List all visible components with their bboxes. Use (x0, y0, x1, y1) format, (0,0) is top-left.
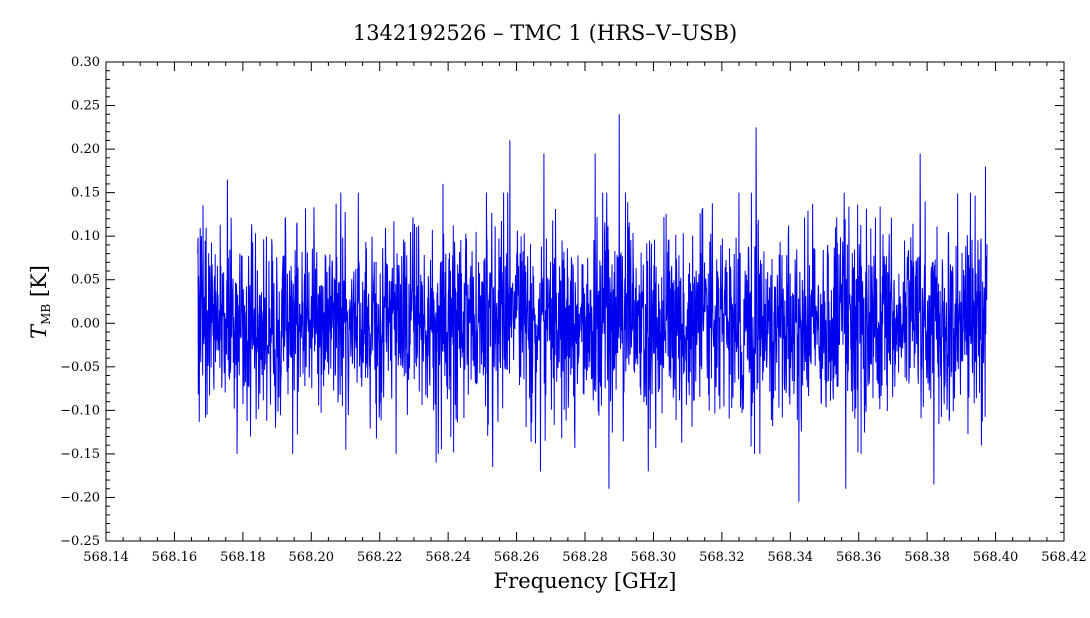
x-tick-label: 568.36 (836, 550, 882, 565)
y-tick-label: 0.05 (71, 273, 100, 288)
y-tick-label: 0.00 (71, 316, 100, 331)
y-tick-label: 0.10 (71, 229, 100, 244)
chart-title: 1342192526 – TMC 1 (HRS–V–USB) (353, 21, 737, 45)
x-tick-label: 568.38 (904, 550, 950, 565)
y-tick-label: −0.15 (60, 447, 100, 462)
x-tick-label: 568.40 (973, 550, 1019, 565)
x-tick-label: 568.14 (83, 550, 129, 565)
y-axis-label: TMB [K] (27, 265, 53, 339)
x-tick-label: 568.24 (425, 550, 471, 565)
y-tick-label: −0.10 (60, 403, 100, 418)
y-tick-label: −0.05 (60, 360, 100, 375)
y-axis-label-main: T (27, 323, 51, 339)
x-tick-label: 568.28 (562, 550, 608, 565)
plot-frame (105, 61, 1065, 542)
x-tick-label: 568.22 (357, 550, 403, 565)
y-tick-label: −0.25 (60, 534, 100, 549)
y-tick-label: 0.20 (71, 142, 100, 157)
y-tick-label: 0.30 (71, 55, 100, 70)
y-axis-label-sub: MB (39, 304, 53, 325)
y-tick-label: −0.20 (60, 490, 100, 505)
x-tick-label: 568.30 (631, 550, 677, 565)
y-tick-label: 0.15 (71, 186, 100, 201)
y-axis-label-unit: [K] (27, 265, 51, 304)
y-axis-ticks: −0.25 −0.20 −0.15 −0.10 −0.05 0.00 0.05 0.10 0.1… (60, 55, 1064, 549)
x-tick-label: 568.42 (1041, 550, 1087, 565)
x-tick-label: 568.18 (220, 550, 266, 565)
spectrum-line (197, 114, 988, 502)
x-tick-label: 568.16 (152, 550, 198, 565)
y-tick-label: 0.25 (71, 99, 100, 114)
x-tick-label: 568.20 (289, 550, 335, 565)
plot-area (197, 114, 988, 502)
x-tick-label: 568.34 (768, 550, 814, 565)
x-tick-label: 568.26 (494, 550, 540, 565)
x-tick-label: 568.32 (699, 550, 745, 565)
x-axis-label: Frequency [GHz] (494, 569, 677, 593)
x-axis-ticks: 568.14 568.16 568.18 568.20 568.22 568.24 568.… (83, 62, 1087, 565)
